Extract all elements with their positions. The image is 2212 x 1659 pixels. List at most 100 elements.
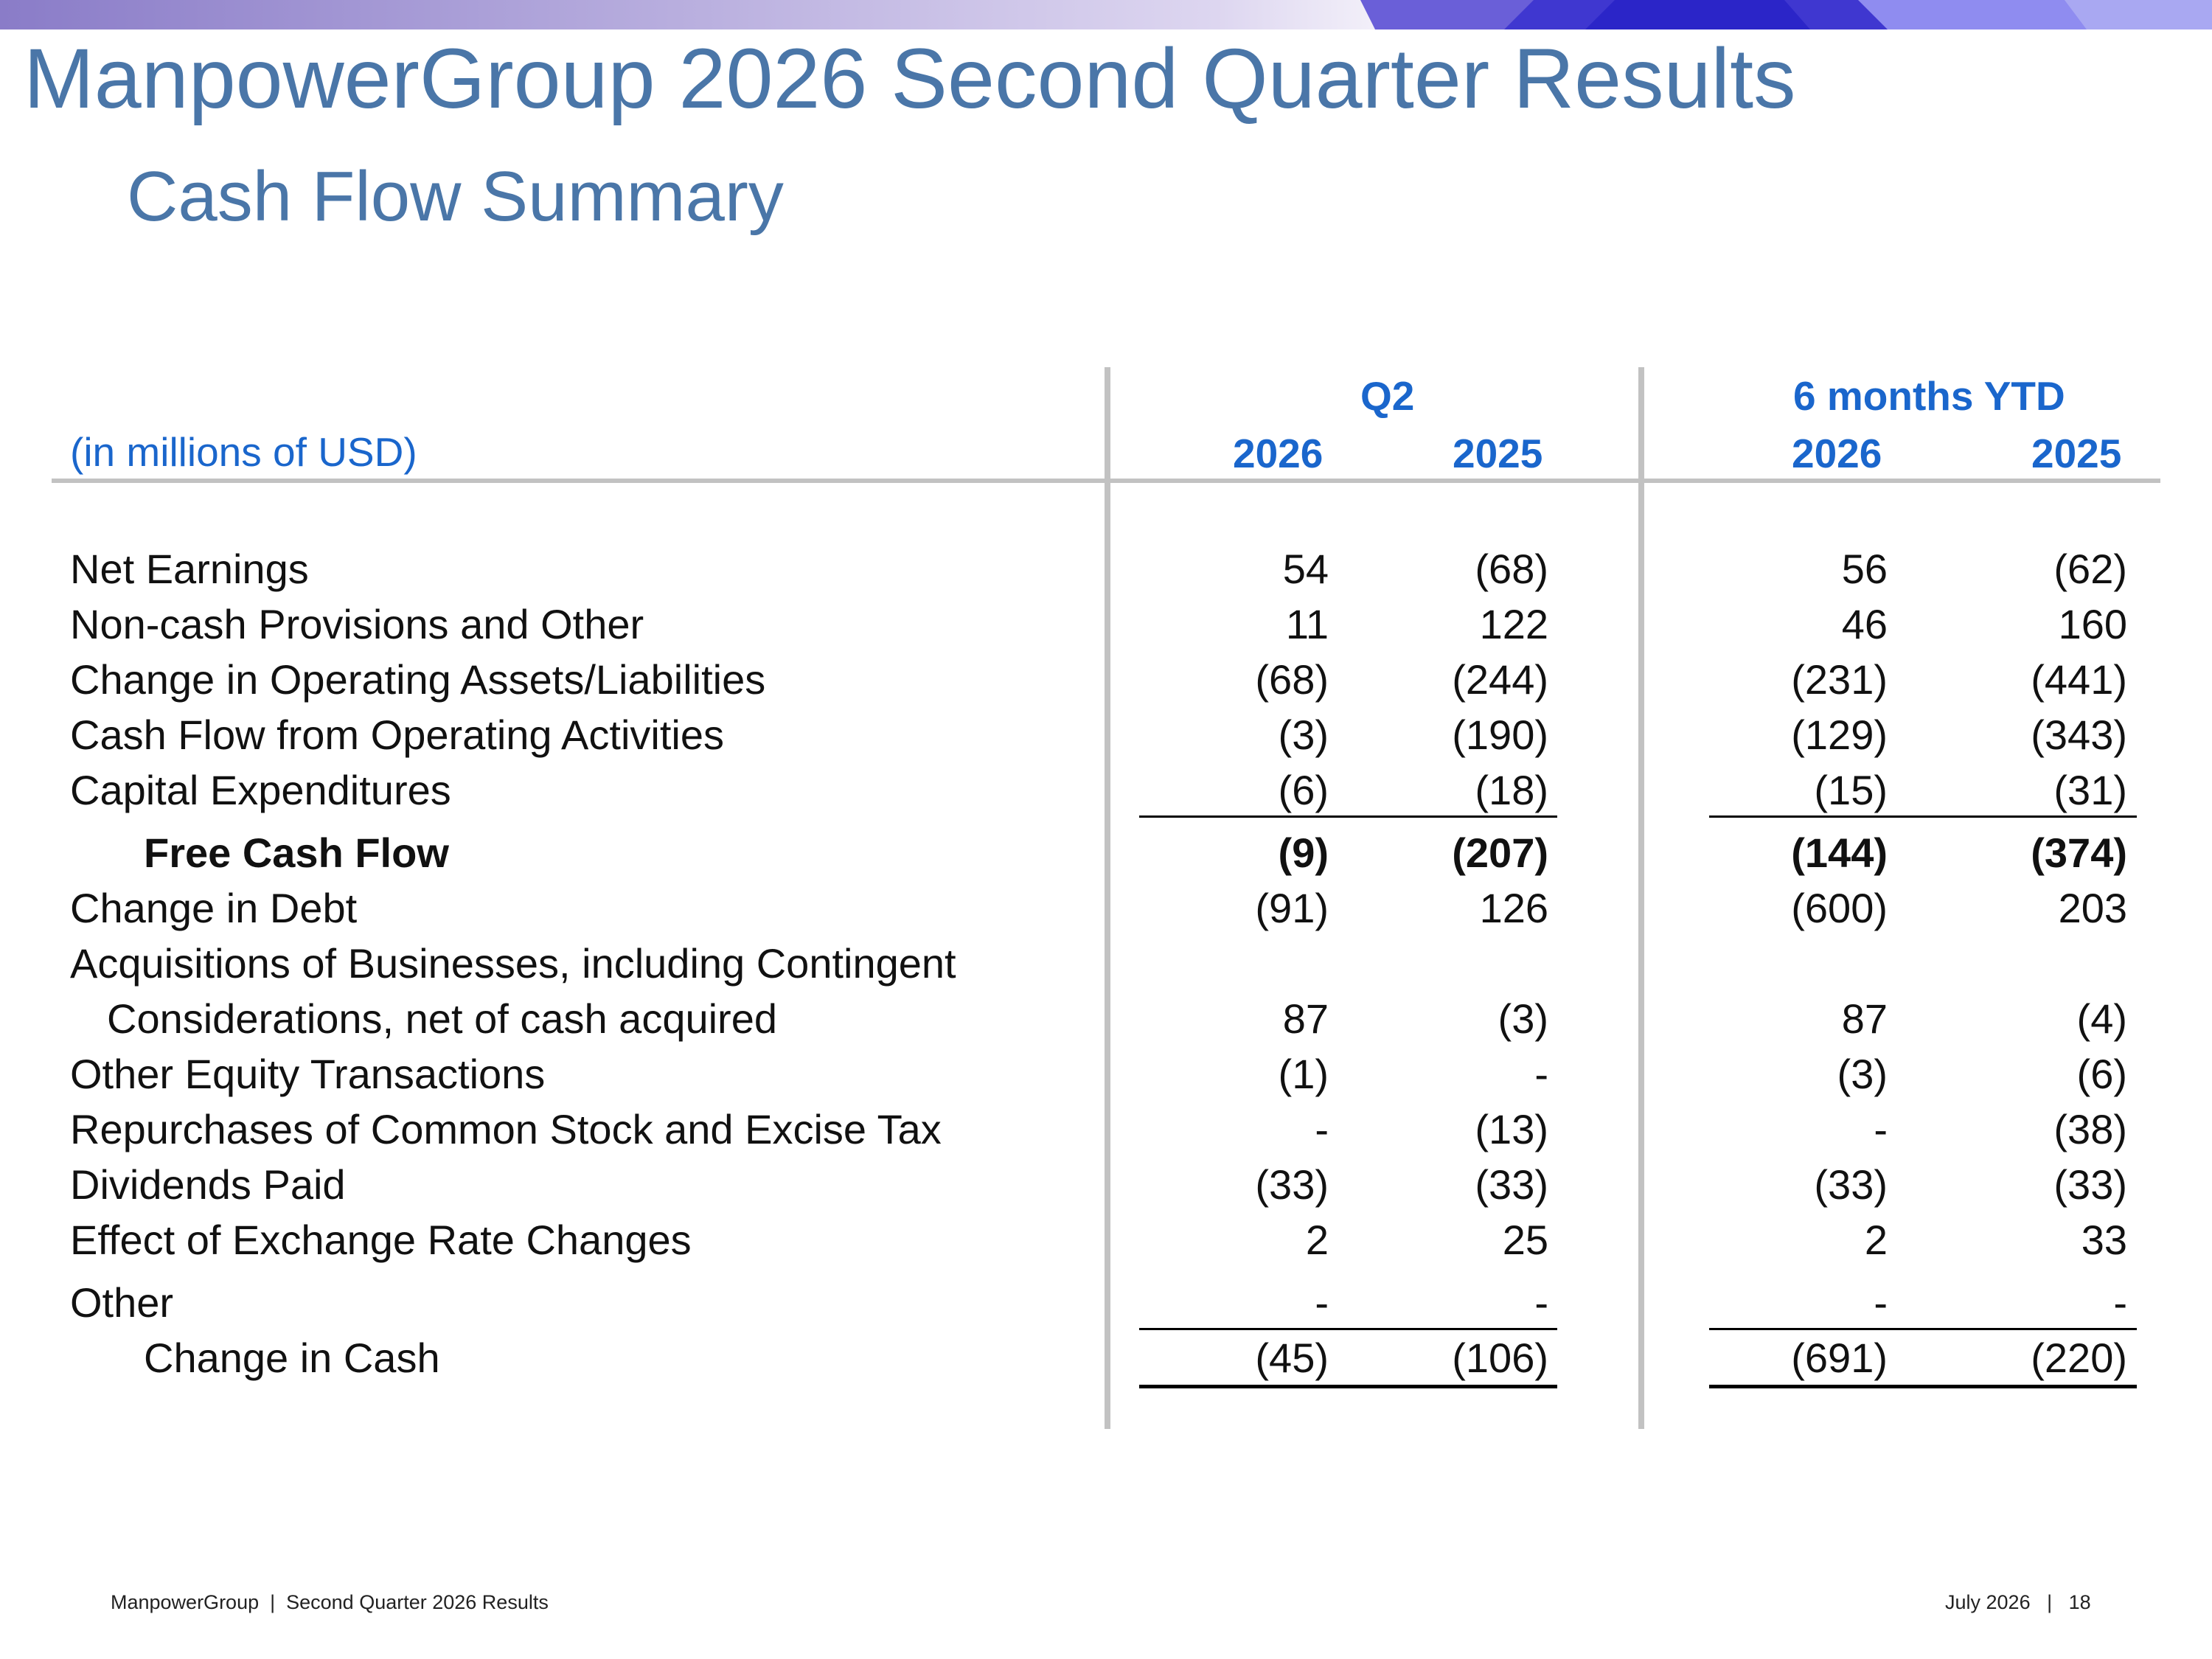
cell-ytd-2025: (33) — [2053, 1161, 2127, 1208]
table-row: Dividends Paid (33) (33) (33) (33) — [0, 1159, 2212, 1211]
cell-ytd-2025: (31) — [2053, 767, 2127, 813]
cell-ytd-2025: (62) — [2053, 546, 2127, 592]
total-top-rule-ytd — [1709, 1328, 2137, 1330]
table-row: Other - - - - — [0, 1277, 2212, 1329]
row-label: Change in Cash — [144, 1335, 440, 1381]
cell-q2-2025: - — [1534, 1279, 1548, 1326]
page-subtitle: Cash Flow Summary — [127, 157, 784, 236]
table-row: Net Earnings 54 (68) 56 (62) — [0, 543, 2212, 595]
cell-q2-2026: 54 — [1282, 546, 1329, 592]
cell-ytd-2025: (4) — [2076, 995, 2127, 1042]
page-title: ManpowerGroup 2026 Second Quarter Result… — [24, 32, 1796, 126]
cell-q2-2026: (6) — [1278, 767, 1329, 813]
cell-q2-2026: 87 — [1282, 995, 1329, 1042]
cell-ytd-2026: 56 — [1841, 546, 1888, 592]
cell-q2-2026: (91) — [1255, 885, 1329, 931]
cell-ytd-2025: 160 — [2058, 601, 2127, 647]
cell-ytd-2026: 87 — [1841, 995, 1888, 1042]
cell-q2-2025: 122 — [1479, 601, 1548, 647]
cell-q2-2026: (33) — [1255, 1161, 1329, 1208]
table-row: Change in Debt (91) 126 (600) 203 — [0, 883, 2212, 934]
cell-ytd-2026: (129) — [1791, 712, 1888, 758]
cell-q2-2025: (18) — [1475, 767, 1548, 813]
total-top-rule-q2 — [1139, 1328, 1557, 1330]
cell-ytd-2026: (600) — [1791, 885, 1888, 931]
cell-q2-2025: (3) — [1498, 995, 1548, 1042]
row-label: Other Equity Transactions — [70, 1051, 546, 1097]
row-label: Repurchases of Common Stock and Excise T… — [70, 1106, 942, 1152]
units-label: (in millions of USD) — [70, 429, 417, 475]
column-divider-ytd — [1638, 367, 1644, 1429]
cell-ytd-2026: 2 — [1864, 1217, 1888, 1263]
row-label: Dividends Paid — [70, 1161, 346, 1208]
table-row: Cash Flow from Operating Activities (3) … — [0, 709, 2212, 761]
ytd-group-header: 6 months YTD — [1793, 373, 2065, 419]
cell-ytd-2025: - — [2113, 1279, 2127, 1326]
cell-q2-2025: 25 — [1502, 1217, 1548, 1263]
cell-ytd-2026: (231) — [1791, 656, 1888, 703]
table-row: Repurchases of Common Stock and Excise T… — [0, 1104, 2212, 1155]
cell-ytd-2026: (3) — [1837, 1051, 1888, 1097]
cell-ytd-2025: (6) — [2076, 1051, 2127, 1097]
cell-ytd-2025: (38) — [2053, 1106, 2127, 1152]
row-label: Free Cash Flow — [144, 830, 449, 876]
table-row-free-cash-flow: Free Cash Flow (9) (207) (144) (374) — [0, 827, 2212, 879]
row-label: Non-cash Provisions and Other — [70, 601, 644, 647]
cell-q2-2025: (207) — [1452, 830, 1548, 876]
cell-ytd-2026: (15) — [1814, 767, 1888, 813]
cell-ytd-2025: (343) — [2031, 712, 2127, 758]
cell-q2-2026: (3) — [1278, 712, 1329, 758]
table-row: Change in Operating Assets/Liabilities (… — [0, 654, 2212, 706]
cell-q2-2025: - — [1534, 1051, 1548, 1097]
ytd-2025-header: 2025 — [2031, 431, 2122, 476]
cell-q2-2026: - — [1315, 1279, 1329, 1326]
cell-q2-2025: (68) — [1475, 546, 1548, 592]
row-label: Acquisitions of Businesses, including Co… — [70, 940, 956, 987]
q2-2025-header: 2025 — [1453, 431, 1543, 476]
subtotal-rule-ytd — [1709, 815, 2137, 818]
total-bottom-rule-q2 — [1139, 1385, 1557, 1388]
table-row: Acquisitions of Businesses, including Co… — [0, 938, 2212, 990]
cell-q2-2025: (244) — [1452, 656, 1548, 703]
row-label: Change in Debt — [70, 885, 358, 931]
cell-ytd-2025: (441) — [2031, 656, 2127, 703]
decorative-banner — [0, 0, 2212, 29]
cell-q2-2026: (45) — [1255, 1335, 1329, 1381]
cell-q2-2026: (9) — [1278, 830, 1329, 876]
cell-q2-2026: 2 — [1305, 1217, 1329, 1263]
cell-q2-2025: 126 — [1479, 885, 1548, 931]
cell-ytd-2025: (374) — [2031, 830, 2127, 876]
cell-ytd-2025: 203 — [2058, 885, 2127, 931]
table-row: Considerations, net of cash acquired 87 … — [0, 993, 2212, 1045]
footer-right: July 2026 | 18 — [1945, 1591, 2091, 1613]
cell-ytd-2026: (691) — [1791, 1335, 1888, 1381]
cell-ytd-2026: (144) — [1791, 830, 1888, 876]
cell-q2-2025: (190) — [1452, 712, 1548, 758]
row-label: Change in Operating Assets/Liabilities — [70, 656, 766, 703]
cell-ytd-2026: - — [1874, 1279, 1888, 1326]
table-row-change-in-cash: Change in Cash (45) (106) (691) (220) — [0, 1332, 2212, 1384]
cell-ytd-2025: (220) — [2031, 1335, 2127, 1381]
row-label: Considerations, net of cash acquired — [107, 995, 777, 1042]
cell-q2-2026: (1) — [1278, 1051, 1329, 1097]
row-label: Capital Expenditures — [70, 767, 451, 813]
q2-2026-header: 2026 — [1233, 431, 1324, 476]
cell-q2-2026: (68) — [1255, 656, 1329, 703]
cell-q2-2026: - — [1315, 1106, 1329, 1152]
cell-q2-2025: (13) — [1475, 1106, 1548, 1152]
row-label: Net Earnings — [70, 546, 309, 592]
subtotal-rule-q2 — [1139, 815, 1557, 818]
cell-ytd-2025: 33 — [2081, 1217, 2127, 1263]
row-label: Effect of Exchange Rate Changes — [70, 1217, 692, 1263]
table-row: Capital Expenditures (6) (18) (15) (31) — [0, 765, 2212, 816]
column-divider-q2 — [1105, 367, 1110, 1429]
q2-group-header: Q2 — [1360, 373, 1415, 419]
table-row: Effect of Exchange Rate Changes 2 25 2 3… — [0, 1214, 2212, 1266]
ytd-2026-header: 2026 — [1792, 431, 1882, 476]
row-label: Other — [70, 1279, 174, 1326]
total-bottom-rule-ytd — [1709, 1385, 2137, 1388]
row-label: Cash Flow from Operating Activities — [70, 712, 724, 758]
cell-q2-2025: (106) — [1452, 1335, 1548, 1381]
table-row: Non-cash Provisions and Other 11 122 46 … — [0, 599, 2212, 650]
footer-left: ManpowerGroup | Second Quarter 2026 Resu… — [111, 1591, 549, 1613]
